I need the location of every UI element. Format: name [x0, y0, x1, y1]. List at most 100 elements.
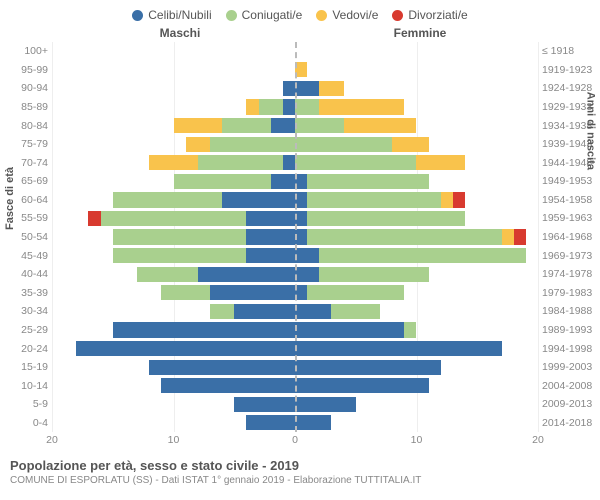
bar-segment: [307, 211, 465, 226]
bar-stack: [161, 285, 295, 300]
bar-stack: [295, 155, 465, 170]
female-half: [295, 414, 538, 433]
bar-segment: [514, 229, 526, 244]
bar-stack: [149, 360, 295, 375]
bar-segment: [295, 118, 344, 133]
bar-stack: [113, 248, 295, 263]
female-half: [295, 284, 538, 303]
chart-area: 100+95-9990-9485-8980-8475-7970-7465-696…: [0, 42, 600, 432]
bar-segment: [210, 137, 295, 152]
birth-label: 1949-1953: [542, 175, 592, 187]
bar-segment: [101, 211, 247, 226]
age-label: 90-94: [21, 82, 48, 94]
bar-stack: [295, 267, 429, 282]
bar-segment: [416, 155, 465, 170]
bar-segment: [344, 118, 417, 133]
bar-segment: [295, 360, 441, 375]
legend-label: Celibi/Nubili: [148, 8, 211, 22]
male-half: [52, 209, 295, 228]
gender-male-label: Maschi: [60, 26, 300, 40]
legend-item: Vedovi/e: [316, 8, 378, 22]
bar-stack: [295, 229, 526, 244]
bar-segment: [113, 192, 222, 207]
bar-segment: [295, 248, 319, 263]
age-label: 95-99: [21, 64, 48, 76]
bar-segment: [210, 304, 234, 319]
male-half: [52, 302, 295, 321]
bar-stack: [295, 304, 380, 319]
female-half: [295, 228, 538, 247]
x-tick: 10: [168, 434, 180, 446]
bar-stack: [295, 341, 502, 356]
birth-label: 2004-2008: [542, 380, 592, 392]
bar-segment: [246, 248, 295, 263]
legend-swatch: [132, 10, 143, 21]
male-half: [52, 42, 295, 61]
male-half: [52, 135, 295, 154]
birth-label: 1979-1983: [542, 287, 592, 299]
female-half: [295, 61, 538, 80]
bar-segment: [222, 118, 271, 133]
bar-segment: [198, 155, 283, 170]
bar-stack: [246, 415, 295, 430]
birth-label: 2014-2018: [542, 417, 592, 429]
bar-segment: [149, 155, 198, 170]
age-label: 70-74: [21, 157, 48, 169]
female-half: [295, 172, 538, 191]
bar-segment: [453, 192, 465, 207]
birth-label: 1989-1993: [542, 324, 592, 336]
bar-stack: [295, 397, 356, 412]
bar-segment: [295, 81, 319, 96]
bar-stack: [295, 99, 404, 114]
bar-stack: [234, 397, 295, 412]
x-tick: 0: [292, 434, 298, 446]
male-half: [52, 265, 295, 284]
bar-segment: [246, 211, 295, 226]
male-half: [52, 246, 295, 265]
bar-segment: [271, 174, 295, 189]
bar-stack: [295, 322, 417, 337]
bar-stack: [113, 229, 295, 244]
bar-stack: [174, 118, 296, 133]
center-divider: [295, 42, 297, 432]
age-label: 5-9: [33, 398, 48, 410]
bar-segment: [295, 378, 429, 393]
bar-segment: [441, 192, 453, 207]
male-half: [52, 153, 295, 172]
bar-stack: [295, 360, 441, 375]
bar-segment: [392, 137, 428, 152]
age-label: 60-64: [21, 194, 48, 206]
male-half: [52, 191, 295, 210]
birth-label: 1959-1963: [542, 212, 592, 224]
male-half: [52, 358, 295, 377]
bar-segment: [76, 341, 295, 356]
birth-label: 1999-2003: [542, 361, 592, 373]
gender-labels: Maschi Femmine: [0, 26, 600, 42]
x-tick: 20: [532, 434, 544, 446]
birth-label: 1954-1958: [542, 194, 592, 206]
age-label: 20-24: [21, 343, 48, 355]
bar-segment: [186, 137, 210, 152]
bar-stack: [113, 192, 295, 207]
legend-item: Celibi/Nubili: [132, 8, 211, 22]
bar-segment: [222, 192, 295, 207]
age-label: 55-59: [21, 212, 48, 224]
bar-segment: [161, 285, 210, 300]
bar-segment: [307, 229, 501, 244]
bar-segment: [283, 155, 295, 170]
bar-segment: [295, 397, 356, 412]
bar-stack: [76, 341, 295, 356]
legend-label: Coniugati/e: [242, 8, 303, 22]
male-half: [52, 79, 295, 98]
bar-segment: [246, 415, 295, 430]
bar-stack: [295, 81, 344, 96]
female-half: [295, 395, 538, 414]
bar-stack: [246, 99, 295, 114]
population-pyramid: [52, 42, 538, 432]
y-axis-left-title: Fasce di età: [4, 167, 16, 230]
bar-segment: [174, 118, 223, 133]
gender-female-label: Femmine: [300, 26, 540, 40]
bar-segment: [283, 81, 295, 96]
birth-label: 1969-1973: [542, 250, 592, 262]
bar-segment: [283, 99, 295, 114]
